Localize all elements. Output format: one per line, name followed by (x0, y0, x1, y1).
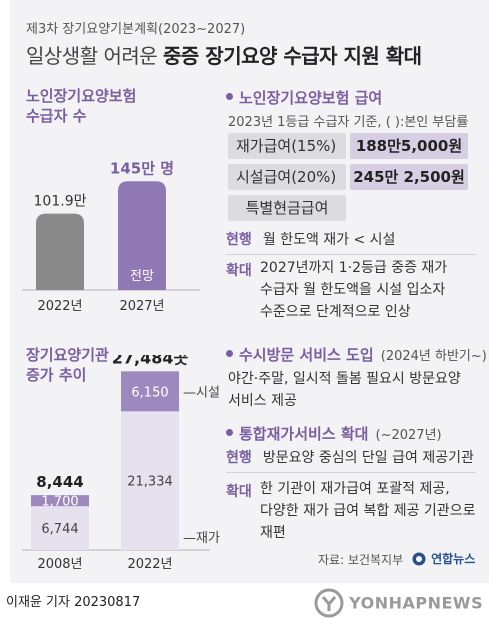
benefits-current-tag: 현행 (226, 232, 252, 248)
segment-value-label: 1,700 (41, 495, 78, 510)
yonhap-logo: 연합뉴스 (412, 548, 475, 567)
bar-0 (36, 213, 84, 290)
segment-value-label: 21,334 (127, 475, 173, 490)
integrated-expand-line: 재편 (260, 525, 286, 541)
watermark: YONHAPNEWS (314, 588, 483, 618)
benefit-label-cash: 특별현금급여 (228, 195, 346, 221)
segment-value-label: 6,150 (131, 385, 168, 400)
bar-value-label: 101.9만 (34, 194, 87, 210)
subtitle: 제3차 장기요양기본계획(2023~2027) (26, 22, 246, 37)
x-tick-label: 2022년 (37, 299, 82, 314)
segment-value-label: 6,744 (41, 522, 78, 537)
benefit-label-home: 재가급여(15%) (228, 133, 346, 159)
series-label: —재가 (183, 531, 220, 546)
benefits-expand-line: 수급자 월 한도액을 시설 입소자 (260, 282, 446, 298)
benefits-heading-text: 노인장기요양보험 급여 (239, 89, 383, 107)
integrated-expand-text: 한 기관이 재가급여 포괄적 제공, 다양한 재가 급여 복합 제공 기관으로 … (260, 478, 475, 544)
title-bold: 중증 장기요양 수급자 지원 확대 (163, 44, 422, 68)
integrated-current-text: 방문요양 중심의 단일 급여 제공기관 (262, 450, 474, 466)
infographic-card (10, 0, 489, 583)
visit-service-text: 야간·주말, 일시적 돌봄 필요시 방문요양 서비스 제공 (228, 368, 461, 412)
benefits-current-row: 현행 월 한도액 재가 < 시설 (226, 229, 395, 251)
facilities-heading-line1: 장기요양기관 (26, 346, 109, 364)
stack-segment-1 (121, 371, 179, 412)
stack-segment-1 (31, 495, 89, 507)
bullet-dot (226, 350, 233, 357)
facilities-chart: 6,744 1,700 8,444 2008년 21,334 —재가 6,150 —시설 27,… (22, 355, 220, 572)
visit-service-title: 수시방문 서비스 도입 (239, 346, 374, 364)
divider (226, 472, 476, 473)
visit-service-heading: 수시방문 서비스 도입 (2024년 하반기~) (226, 345, 487, 365)
bar-1 (118, 181, 166, 290)
visit-service-line: 야간·주말, 일시적 돌봄 필요시 방문요양 (228, 371, 461, 387)
benefit-value-home: 188만5,000원 (350, 133, 468, 159)
yonhap-logo-text: 연합뉴스 (431, 552, 476, 566)
recipients-chart: 101.9만 2022년 145만 명 2027년 전망 (22, 159, 200, 314)
x-tick-label: 2022년 (127, 557, 172, 572)
total-label: 27,484곳 (112, 355, 189, 367)
x-tick-label: 2027년 (119, 299, 164, 314)
watermark-text: YONHAPNEWS (349, 593, 484, 613)
benefits-expand-line: 2027년까지 1·2등급 중증 재가 (260, 260, 448, 276)
watermark-logo-icon (314, 588, 344, 618)
recipients-heading-line1: 노인장기요양보험 (26, 87, 137, 105)
benefit-label-facility: 시설급여(20%) (228, 164, 346, 190)
benefits-expand-tag: 확대 (226, 263, 252, 279)
benefits-heading: 노인장기요양보험 급여 (226, 88, 382, 108)
page-title: 일상생활 어려운 중증 장기요양 수급자 지원 확대 (26, 40, 422, 69)
integrated-service-title: 통합재가서비스 확대 (239, 425, 369, 443)
integrated-service-period: (~2027년) (375, 428, 442, 443)
source-text: 자료: 보건복지부 (318, 553, 404, 567)
x-tick-label: 2008년 (37, 557, 82, 572)
divider (226, 254, 476, 255)
integrated-expand-tag: 확대 (226, 484, 252, 500)
stack-segment-0 (121, 411, 179, 550)
integrated-current-tag: 현행 (226, 450, 252, 466)
title-prefix: 일상생활 어려운 (26, 44, 158, 68)
stack-segment-0 (31, 506, 89, 550)
visit-service-period: (2024년 하반기~) (380, 349, 487, 364)
benefits-note: 2023년 1등급 수급자 기준, ( ):본인 부담률 (228, 115, 469, 130)
recipients-heading-line2: 수급자 수 (26, 107, 87, 125)
projection-label: 전망 (130, 269, 154, 284)
bar-value-label: 145만 명 (110, 159, 174, 177)
benefits-expand-line: 수준으로 단계적으로 인상 (260, 304, 411, 320)
facilities-heading-line2: 증가 추이 (26, 366, 87, 384)
integrated-expand-line: 한 기관이 재가급여 포괄적 제공, (260, 481, 450, 497)
integrated-expand-line: 다양한 재가 급여 복합 제공 기관으로 (260, 503, 476, 519)
benefit-value-facility: 245만 2,500원 (350, 164, 468, 190)
total-label: 8,444 (36, 473, 83, 491)
yonhap-mark-icon (412, 552, 426, 565)
visit-service-line: 서비스 제공 (228, 393, 297, 409)
bullet-dot (226, 429, 233, 436)
integrated-service-heading: 통합재가서비스 확대 (~2027년) (226, 424, 442, 444)
benefits-expand-text: 2027년까지 1·2등급 중증 재가 수급자 월 한도액을 시설 입소자 수준… (260, 257, 447, 323)
series-label: —시설 (183, 385, 220, 400)
facilities-heading: 장기요양기관 증가 추이 (26, 345, 109, 385)
recipients-heading: 노인장기요양보험 수급자 수 (26, 86, 136, 126)
integrated-current-row: 현행 방문요양 중심의 단일 급여 제공기관 (226, 447, 474, 469)
bullet-dot (226, 93, 233, 100)
benefits-current-text: 월 한도액 재가 < 시설 (262, 232, 396, 248)
byline: 이재윤 기자 20230817 (6, 595, 141, 610)
